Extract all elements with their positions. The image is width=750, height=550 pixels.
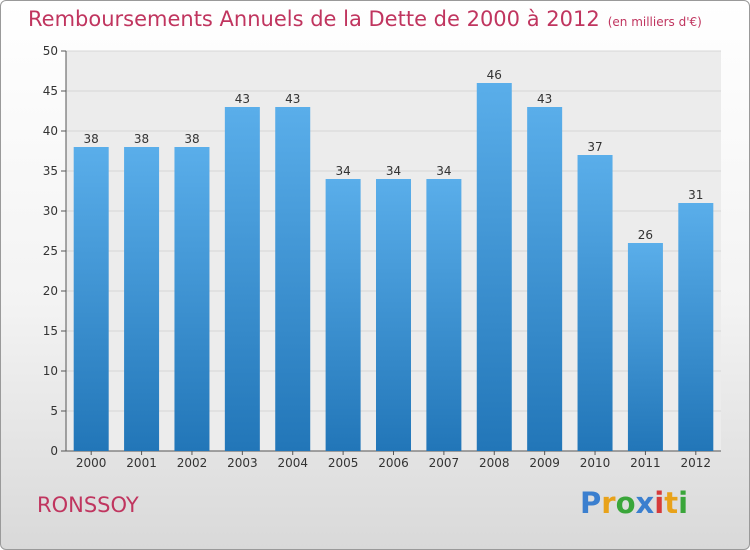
- x-tick-label: 2007: [429, 456, 460, 470]
- y-tick-label: 15: [43, 324, 58, 338]
- bar: [577, 155, 613, 451]
- town-name: RONSSOY: [37, 493, 139, 517]
- bar: [527, 107, 563, 451]
- y-tick-label: 0: [50, 444, 58, 458]
- x-tick-label: 2010: [580, 456, 611, 470]
- x-tick-label: 2008: [479, 456, 510, 470]
- chart-title: Remboursements Annuels de la Dette de 20…: [28, 7, 702, 31]
- data-label: 37: [587, 140, 602, 154]
- bar: [73, 147, 109, 451]
- chart-title-text: Remboursements Annuels de la Dette de 20…: [28, 7, 600, 31]
- bar: [325, 179, 361, 451]
- bar-layer: [73, 83, 714, 455]
- x-tick-label: 2006: [378, 456, 409, 470]
- x-tick-label: 2005: [328, 456, 359, 470]
- data-label: 43: [285, 92, 300, 106]
- data-label: 31: [688, 188, 703, 202]
- y-tick-label: 45: [43, 84, 58, 98]
- x-tick-label: 2002: [177, 456, 208, 470]
- bar: [174, 147, 210, 451]
- x-tick-label: 2012: [681, 456, 712, 470]
- y-tick-label: 40: [43, 124, 58, 138]
- proxiti-logo: Proxiti: [580, 486, 689, 520]
- x-tick-label: 2004: [277, 456, 308, 470]
- bar: [678, 203, 714, 451]
- chart-subtitle: (en milliers d'€): [607, 15, 702, 29]
- bar: [426, 179, 462, 451]
- y-tick-label: 35: [43, 164, 58, 178]
- bar: [376, 179, 411, 451]
- data-label: 46: [487, 68, 502, 82]
- y-tick-label: 50: [43, 44, 58, 58]
- data-label: 38: [84, 132, 99, 146]
- y-tick-label: 5: [50, 404, 58, 418]
- data-label: 43: [537, 92, 552, 106]
- y-tick-label: 10: [43, 364, 58, 378]
- data-label: 38: [184, 132, 199, 146]
- x-tick-label: 2001: [126, 456, 157, 470]
- y-tick-label: 30: [43, 204, 58, 218]
- data-label: 34: [386, 164, 401, 178]
- x-tick-label: 2011: [630, 456, 661, 470]
- data-label: 34: [436, 164, 451, 178]
- data-label: 43: [235, 92, 250, 106]
- label-layer: 38 2000 38 2001 38 2002 43 2003 43 2004 34 2005 34 20…: [76, 68, 711, 470]
- bar: [627, 243, 663, 451]
- data-label: 34: [335, 164, 350, 178]
- x-tick-label: 2009: [529, 456, 560, 470]
- bar: [224, 107, 260, 451]
- x-tick-label: 2003: [227, 456, 258, 470]
- bar: [124, 147, 160, 451]
- bar: [275, 107, 311, 451]
- data-label: 38: [134, 132, 149, 146]
- y-tick-label: 25: [43, 244, 58, 258]
- x-tick-label: 2000: [76, 456, 107, 470]
- y-tick-label: 20: [43, 284, 58, 298]
- data-label: 26: [638, 228, 653, 242]
- bar: [476, 83, 512, 451]
